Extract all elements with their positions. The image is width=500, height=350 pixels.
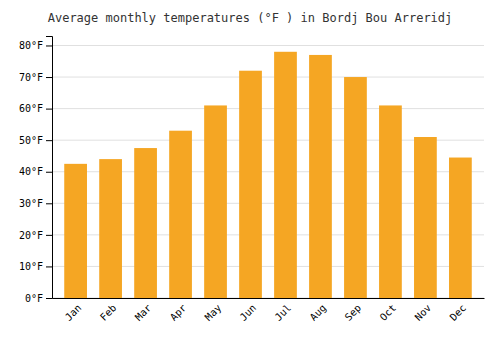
tick: Nov <box>413 302 434 323</box>
bar <box>414 137 437 298</box>
tick-mark <box>46 235 52 236</box>
tick: Jun <box>238 302 259 323</box>
grid-line <box>52 108 484 109</box>
tick-mark <box>46 109 52 110</box>
tick-mark <box>46 266 52 267</box>
tick-label: 30°F <box>19 198 43 209</box>
tick: Mar <box>133 302 154 323</box>
tick: 20°F <box>19 230 52 241</box>
tick-label: Jan <box>63 302 84 323</box>
axis-line <box>53 298 485 299</box>
tick: May <box>203 302 224 323</box>
bar <box>169 131 192 298</box>
tick: Jan <box>63 302 84 323</box>
bar <box>64 164 87 298</box>
bar <box>379 105 402 298</box>
bar <box>449 158 472 298</box>
bar <box>99 159 122 298</box>
x-axis: Jan Feb Mar Apr May Jun Jul Aug Sep Oct Nov Dec <box>53 299 485 323</box>
tick-label: 40°F <box>19 166 43 177</box>
tick-label: Dec <box>448 302 469 323</box>
tick: Apr <box>168 302 189 323</box>
tick: 60°F <box>19 103 52 114</box>
tick-label: Jul <box>273 302 294 323</box>
bars <box>64 52 472 298</box>
tick-label: 80°F <box>19 40 43 51</box>
grid <box>52 45 484 298</box>
tick-label: 70°F <box>19 72 43 83</box>
tick-mark <box>46 172 52 173</box>
tick: Oct <box>378 302 399 323</box>
plot: 0°F 10°F 20°F 30°F 40°F 50°F 60°F 70°F 80°F Jan Fe… <box>19 37 485 323</box>
tick-mark <box>46 298 52 299</box>
tick-label: Mar <box>133 302 154 323</box>
tick: 30°F <box>19 198 52 209</box>
bar <box>204 105 227 298</box>
grid-line <box>52 77 484 78</box>
bar <box>134 148 157 298</box>
tick-label: 50°F <box>19 135 43 146</box>
tick-label: Oct <box>378 302 399 323</box>
tick: 40°F <box>19 166 52 177</box>
tick-label: 20°F <box>19 230 43 241</box>
tick-mark <box>46 45 52 46</box>
tick: Sep <box>343 302 364 323</box>
bar <box>274 52 297 298</box>
tick: 70°F <box>19 72 52 83</box>
tick-label: Jun <box>238 302 259 323</box>
tick: 50°F <box>19 135 52 146</box>
tick-label: May <box>203 302 224 323</box>
title: Average monthly temperatures (°F ) in Bo… <box>48 11 453 25</box>
y-axis: 0°F 10°F 20°F 30°F 40°F 50°F 60°F 70°F 80°F <box>19 37 53 304</box>
tick-label: 60°F <box>19 103 43 114</box>
tick-label: Aug <box>308 302 329 323</box>
tick: 80°F <box>19 40 52 51</box>
bar <box>239 71 262 298</box>
tick: Dec <box>448 302 469 323</box>
tick: 10°F <box>19 261 52 272</box>
tick-label: 0°F <box>25 293 43 304</box>
tick: Feb <box>98 302 119 323</box>
tick-mark <box>46 77 52 78</box>
bar <box>344 77 367 298</box>
grid-line <box>52 45 484 46</box>
tick-label: Apr <box>168 302 189 323</box>
chart: 0°F 10°F 20°F 30°F 40°F 50°F 60°F 70°F 80°F Jan Fe… <box>0 0 500 350</box>
tick-label: Sep <box>343 302 364 323</box>
tick-label: 10°F <box>19 261 43 272</box>
tick-mark <box>46 140 52 141</box>
tick: Aug <box>308 302 329 323</box>
tick: Jul <box>273 302 294 323</box>
tick-label: Feb <box>98 302 119 323</box>
tick-mark <box>46 203 52 204</box>
axis-line <box>46 37 53 299</box>
tick: 0°F <box>25 293 52 304</box>
bar <box>309 55 332 298</box>
tick-label: Nov <box>413 302 434 323</box>
